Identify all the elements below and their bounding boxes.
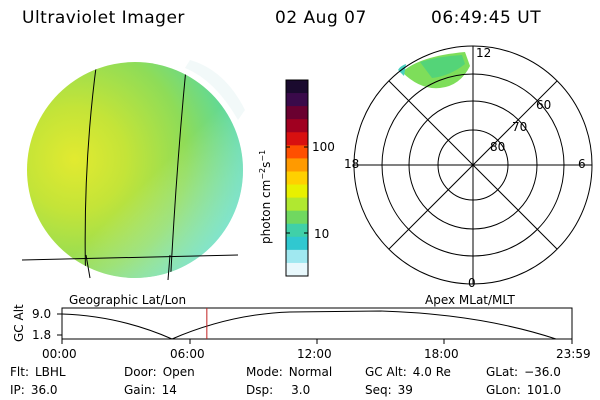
info-dsp: Dsp: 3.0 [246, 383, 311, 397]
colorbar-segment [286, 262, 308, 277]
colorbar-tick-100: 100 [312, 140, 335, 154]
colorbar-segment [286, 145, 308, 159]
info-mode: Mode: Normal [246, 365, 333, 379]
observation-time: 06:49:45 UT [431, 8, 542, 28]
mlat-label-70: 70 [512, 120, 528, 134]
info-door: Door: Open [124, 365, 195, 379]
colorbar-segment [286, 171, 308, 186]
instrument-title: Ultraviolet Imager [22, 8, 185, 28]
colorbar-segment [286, 80, 308, 94]
geographic-grid [84, 62, 188, 278]
colorbar-segment [286, 223, 308, 238]
colorbar-segment [286, 119, 308, 133]
timeline-x-tick-2359: 23:59 [556, 347, 591, 361]
colorbar-segment [286, 184, 308, 199]
info-gain: Gain: 14 [124, 383, 177, 397]
geographic-caption: Geographic Lat/Lon [69, 293, 187, 307]
color-scale-bar [285, 79, 309, 277]
colorbar-segment [286, 249, 308, 264]
mlat-label-80: 80 [490, 140, 506, 154]
colorbar-segment [286, 93, 308, 107]
info-gc-alt: GC Alt: 4.0 Re [365, 365, 451, 379]
info-ip: IP: 36.0 [10, 383, 58, 397]
colorbar-segment [286, 197, 308, 212]
info-glat: GLat: −36.0 [486, 365, 561, 379]
earth-disk [27, 60, 245, 278]
timeline-x-tick-0000: 00:00 [42, 347, 77, 361]
timeline-x-tick-1800: 18:00 [424, 347, 459, 361]
colorbar-segment [286, 210, 308, 225]
timeline-y-tick-bottom: 1.8 [32, 328, 52, 342]
observation-date: 02 Aug 07 [275, 8, 367, 28]
info-seq: Seq: 39 [365, 383, 413, 397]
mlt-label-0: 0 [468, 276, 476, 290]
timeline-y-tick-top: 9.0 [32, 307, 52, 321]
latitude-line [21, 254, 239, 261]
mlt-label-6: 6 [578, 157, 586, 171]
mlt-label-12: 12 [476, 46, 492, 60]
colorbar-segment [286, 158, 308, 172]
timeline-x-tick-1200: 12:00 [297, 347, 332, 361]
info-filter: Flt: LBHL [10, 365, 66, 379]
apex-caption: Apex MLat/MLT [425, 293, 515, 307]
timeline-x-tick-0600: 06:00 [170, 347, 205, 361]
colorbar-segment [286, 132, 308, 146]
colorbar-tick-10: 10 [314, 227, 330, 241]
mlt-label-18: 18 [344, 157, 360, 171]
colorbar-segment [286, 106, 308, 120]
info-glon: GLon: 101.0 [486, 383, 562, 397]
timeline-y-title: GC Alt [12, 304, 26, 342]
mlat-label-60: 60 [536, 98, 552, 112]
altitude-curve [61, 310, 557, 340]
colorbar-segment [286, 236, 308, 251]
